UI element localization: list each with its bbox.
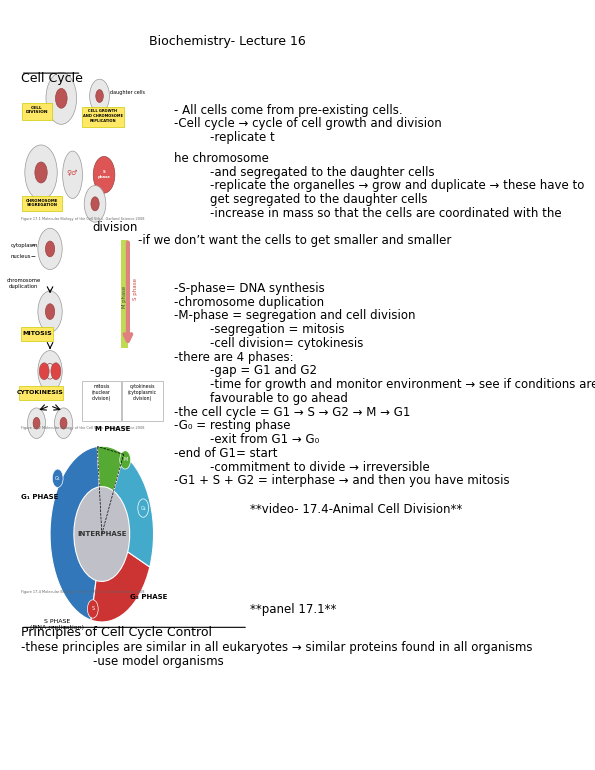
Text: Principles of Cell Cycle Control: Principles of Cell Cycle Control <box>21 626 212 639</box>
Text: -increase in mass so that the cells are coordinated with the: -increase in mass so that the cells are … <box>210 207 562 220</box>
Text: -cell division= cytokinesis: -cell division= cytokinesis <box>210 336 363 350</box>
Text: S
phase: S phase <box>98 170 111 179</box>
Text: -gap = G1 and G2: -gap = G1 and G2 <box>210 364 317 377</box>
Text: cytokinesis
(cytoplasmic
division): cytokinesis (cytoplasmic division) <box>128 384 157 401</box>
Text: he chromosome: he chromosome <box>174 152 269 165</box>
Text: favourable to go ahead: favourable to go ahead <box>210 392 347 405</box>
Circle shape <box>27 408 46 438</box>
Text: Biochemistry- Lecture 16: Biochemistry- Lecture 16 <box>149 35 306 48</box>
Text: -use model organisms: -use model organisms <box>93 654 224 668</box>
Bar <box>21 103 52 120</box>
Text: -time for growth and monitor environment → see if conditions are: -time for growth and monitor environment… <box>210 378 595 391</box>
Text: INTERPHASE: INTERPHASE <box>77 531 127 537</box>
Text: ♀♂: ♀♂ <box>67 169 78 176</box>
Text: Figure 17-1 Molecular Biology of the Cell 5th c. Garland Science 2008: Figure 17-1 Molecular Biology of the Cel… <box>21 217 144 221</box>
Circle shape <box>60 417 67 429</box>
Text: Figure 17-4 Molecular Biology of the Cell 5th c. Garland Science 2008: Figure 17-4 Molecular Biology of the Cel… <box>21 590 144 594</box>
Text: G₁: G₁ <box>55 476 61 480</box>
Text: -replicate t: -replicate t <box>210 131 274 144</box>
Text: -segregation = mitosis: -segregation = mitosis <box>210 323 345 336</box>
Text: G₂: G₂ <box>140 506 146 511</box>
Text: S phase: S phase <box>133 279 138 300</box>
Circle shape <box>90 79 109 113</box>
Text: M PHASE: M PHASE <box>95 426 131 431</box>
Circle shape <box>51 363 61 380</box>
Text: Cell Cycle: Cell Cycle <box>21 72 83 85</box>
Text: G₂ PHASE: G₂ PHASE <box>130 594 168 600</box>
Text: -G₀ = resting phase: -G₀ = resting phase <box>174 420 290 433</box>
Wedge shape <box>91 552 150 622</box>
Wedge shape <box>50 447 99 620</box>
Circle shape <box>87 600 98 618</box>
Text: CELL GROWTH
AND CHROMOSOME
REPLICATION: CELL GROWTH AND CHROMOSOME REPLICATION <box>83 109 123 122</box>
Text: division: division <box>93 221 138 233</box>
Circle shape <box>33 417 40 429</box>
Circle shape <box>120 450 130 469</box>
Text: cytoplasm: cytoplasm <box>11 243 38 248</box>
Circle shape <box>39 363 49 380</box>
Text: nucleus: nucleus <box>11 254 32 259</box>
Text: M: M <box>123 457 127 463</box>
Text: CHROMOSOME
SEGREGATION: CHROMOSOME SEGREGATION <box>26 199 58 207</box>
Bar <box>21 196 62 212</box>
Circle shape <box>52 469 63 487</box>
Circle shape <box>46 72 77 124</box>
Circle shape <box>45 241 55 256</box>
Text: -M-phase = segregation and cell division: -M-phase = segregation and cell division <box>174 310 415 323</box>
Bar <box>83 381 121 421</box>
Text: -G1 + S + G2 = interphase → and then you have mitosis: -G1 + S + G2 = interphase → and then you… <box>174 474 509 487</box>
Bar <box>82 107 124 126</box>
Text: M phase: M phase <box>122 286 127 308</box>
Bar <box>122 381 162 421</box>
Text: -there are 4 phases:: -there are 4 phases: <box>174 350 293 363</box>
Text: S: S <box>91 607 95 611</box>
Text: -commitment to divide → irreversible: -commitment to divide → irreversible <box>210 460 430 474</box>
Bar <box>21 327 53 340</box>
Text: S PHASE
(DNA replication): S PHASE (DNA replication) <box>30 619 84 630</box>
Text: G₁ PHASE: G₁ PHASE <box>21 494 58 501</box>
Text: -exit from G1 → G₀: -exit from G1 → G₀ <box>210 434 319 446</box>
Circle shape <box>84 186 106 223</box>
Circle shape <box>91 197 99 211</box>
Circle shape <box>55 89 67 109</box>
Circle shape <box>38 291 62 332</box>
Text: -these principles are similar in all eukaryotes → similar proteins found in all : -these principles are similar in all euk… <box>21 641 533 654</box>
Wedge shape <box>98 446 124 491</box>
Circle shape <box>55 408 73 438</box>
Text: chromosome
duplication: chromosome duplication <box>7 278 41 289</box>
Circle shape <box>25 145 57 200</box>
Text: daughter cells: daughter cells <box>110 91 145 95</box>
Circle shape <box>138 499 149 517</box>
Text: -and segregated to the daughter cells: -and segregated to the daughter cells <box>210 166 434 179</box>
Bar <box>18 386 62 400</box>
Text: -the cell cycle = G1 → S → G2 → M → G1: -the cell cycle = G1 → S → G2 → M → G1 <box>174 406 410 419</box>
Text: -S-phase= DNA synthesis: -S-phase= DNA synthesis <box>174 282 324 295</box>
Circle shape <box>93 156 115 193</box>
Circle shape <box>45 363 55 379</box>
Text: **panel 17.1**: **panel 17.1** <box>250 603 337 616</box>
Text: CYTOKINESIS: CYTOKINESIS <box>17 390 64 395</box>
Circle shape <box>74 487 130 581</box>
Ellipse shape <box>62 151 83 199</box>
Text: CELL
DIVISION: CELL DIVISION <box>26 105 48 114</box>
Text: MITOSIS: MITOSIS <box>22 331 52 336</box>
Text: mitosis
(nuclear
division): mitosis (nuclear division) <box>92 384 111 401</box>
Circle shape <box>35 162 47 183</box>
Text: **video- 17.4-Animal Cell Division**: **video- 17.4-Animal Cell Division** <box>250 504 462 517</box>
Text: -chromosome duplication: -chromosome duplication <box>174 296 324 309</box>
Text: -end of G1= start: -end of G1= start <box>174 447 277 460</box>
Wedge shape <box>114 454 154 567</box>
Text: -Cell cycle → cycle of cell growth and division: -Cell cycle → cycle of cell growth and d… <box>174 118 441 130</box>
Text: -replicate the organelles → grow and duplicate → these have to: -replicate the organelles → grow and dup… <box>210 179 584 192</box>
Text: Figure 17-2 Molecular Biology of the Cell 5th c. Garland Science 2008: Figure 17-2 Molecular Biology of the Cel… <box>21 427 144 430</box>
Bar <box>121 239 128 348</box>
Circle shape <box>38 228 62 270</box>
Circle shape <box>38 350 62 392</box>
Circle shape <box>96 89 104 102</box>
Text: get segregated to the daughter cells: get segregated to the daughter cells <box>210 193 427 206</box>
Text: - All cells come from pre-existing cells.: - All cells come from pre-existing cells… <box>174 104 402 117</box>
Circle shape <box>45 304 55 320</box>
Text: -if we don’t want the cells to get smaller and smaller: -if we don’t want the cells to get small… <box>138 233 451 246</box>
